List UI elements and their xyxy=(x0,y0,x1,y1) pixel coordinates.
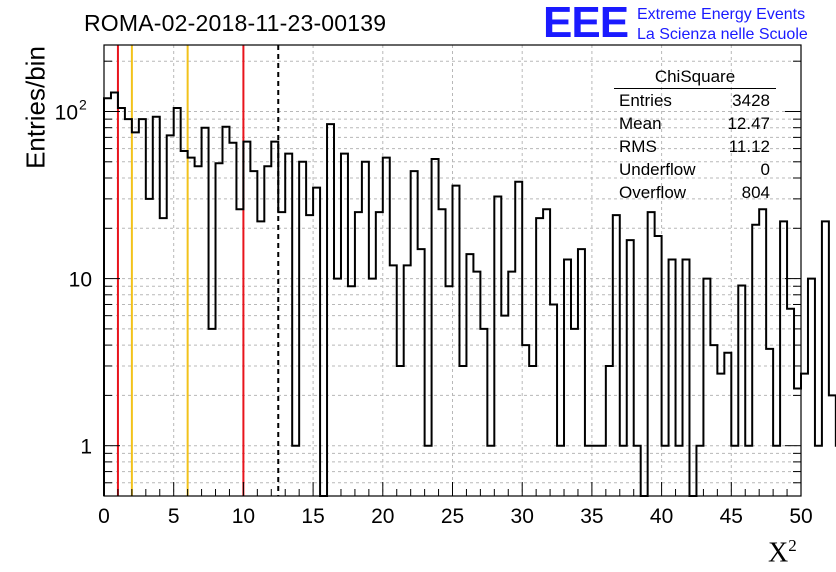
x-tick-label: 35 xyxy=(580,505,603,528)
stats-row-entries: Entries 3428 xyxy=(610,89,780,112)
stats-box: ChiSquare Entries 3428 Mean 12.47 RMS 11.12… xyxy=(610,66,780,204)
x-tick-label: 15 xyxy=(301,505,324,528)
y-axis-label: Entries/bin xyxy=(20,46,51,169)
stats-value: 11.12 xyxy=(728,137,770,156)
x-tick-label: 20 xyxy=(371,505,394,528)
stats-label: Underflow xyxy=(619,160,696,179)
stats-row-mean: Mean 12.47 xyxy=(610,112,780,135)
x-tick-label: 50 xyxy=(789,505,812,528)
stats-value: 3428 xyxy=(732,91,770,110)
eee-logo: EEE xyxy=(543,0,629,47)
stats-row-rms: RMS 11.12 xyxy=(610,135,780,158)
stats-row-underflow: Underflow 0 xyxy=(610,158,780,181)
threshold-lines xyxy=(116,45,280,496)
stats-row-overflow: Overflow 804 xyxy=(610,181,780,204)
x-tick-label: 5 xyxy=(168,505,180,528)
x-tick-label: 45 xyxy=(720,505,743,528)
y-tick-label: 10 xyxy=(69,269,92,292)
stats-value: 12.47 xyxy=(727,114,770,133)
histogram-series xyxy=(103,91,836,497)
x-tick-label: 0 xyxy=(98,505,110,528)
x-tick-label: 30 xyxy=(511,505,534,528)
x-axis-label: X2 xyxy=(768,536,797,569)
axis-ticks xyxy=(103,60,802,497)
stats-label: Overflow xyxy=(619,183,687,202)
x-tick-label: 25 xyxy=(441,505,464,528)
stats-value: 804 xyxy=(741,183,770,202)
y-tick-label-exponent: 2 xyxy=(79,96,87,112)
x-axis-label-exponent: 2 xyxy=(788,536,797,555)
stats-label: Entries xyxy=(619,91,672,110)
plot-title: ROMA-02-2018-11-23-00139 xyxy=(84,10,387,36)
stats-title: ChiSquare xyxy=(614,66,776,89)
x-tick-label: 10 xyxy=(232,505,255,528)
x-tick-label: 40 xyxy=(650,505,673,528)
histogram-line xyxy=(103,91,836,497)
stats-value: 0 xyxy=(760,160,770,179)
logo-line-2: La Scienza nelle Scuole xyxy=(637,26,808,43)
x-axis-label-base: X xyxy=(768,537,789,569)
logo-line-1: Extreme Energy Events xyxy=(637,6,806,23)
stats-label: RMS xyxy=(619,137,657,156)
stats-label: Mean xyxy=(619,114,662,133)
y-tick-label: 10 xyxy=(55,101,78,124)
y-tick-label: 1 xyxy=(80,436,92,459)
